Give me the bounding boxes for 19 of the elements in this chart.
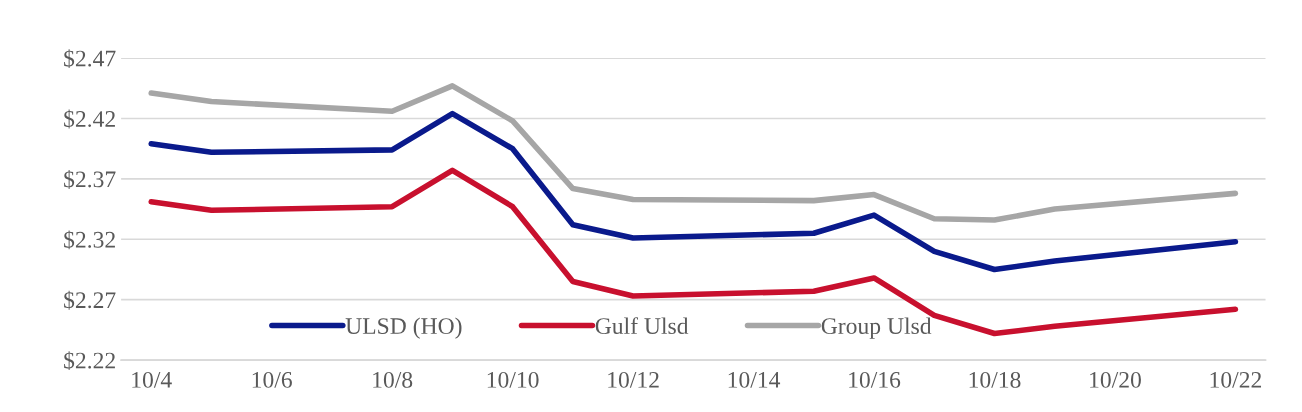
x-tick-label: 10/8 [373,371,413,388]
x-tick-label: 10/10 [487,371,539,388]
y-tick-label: $2.37 [64,169,116,189]
y-tick-label: $2.42 [64,109,115,129]
x-tick-label: 10/20 [1090,371,1141,388]
legend-label: Group Ulsd [821,317,932,339]
x-tick-label: 10/22 [1210,371,1262,388]
x-tick-label: 10/14 [728,371,781,388]
y-tick-label: $2.47 [64,49,116,69]
y-tick-label: $2.32 [64,230,115,250]
y-tick-label: $2.27 [64,290,116,310]
x-tick-label: 10/12 [608,371,659,388]
x-tick-label: 10/18 [969,371,1021,388]
x-tick-label: 10/16 [849,371,901,388]
y-tick-label: $2.22 [64,351,115,371]
x-tick-label: 10/6 [252,371,292,388]
x-tick-label: 10/4 [132,371,172,388]
legend-label: ULSD (HO) [345,317,462,339]
legend-label: Gulf Ulsd [595,317,689,335]
